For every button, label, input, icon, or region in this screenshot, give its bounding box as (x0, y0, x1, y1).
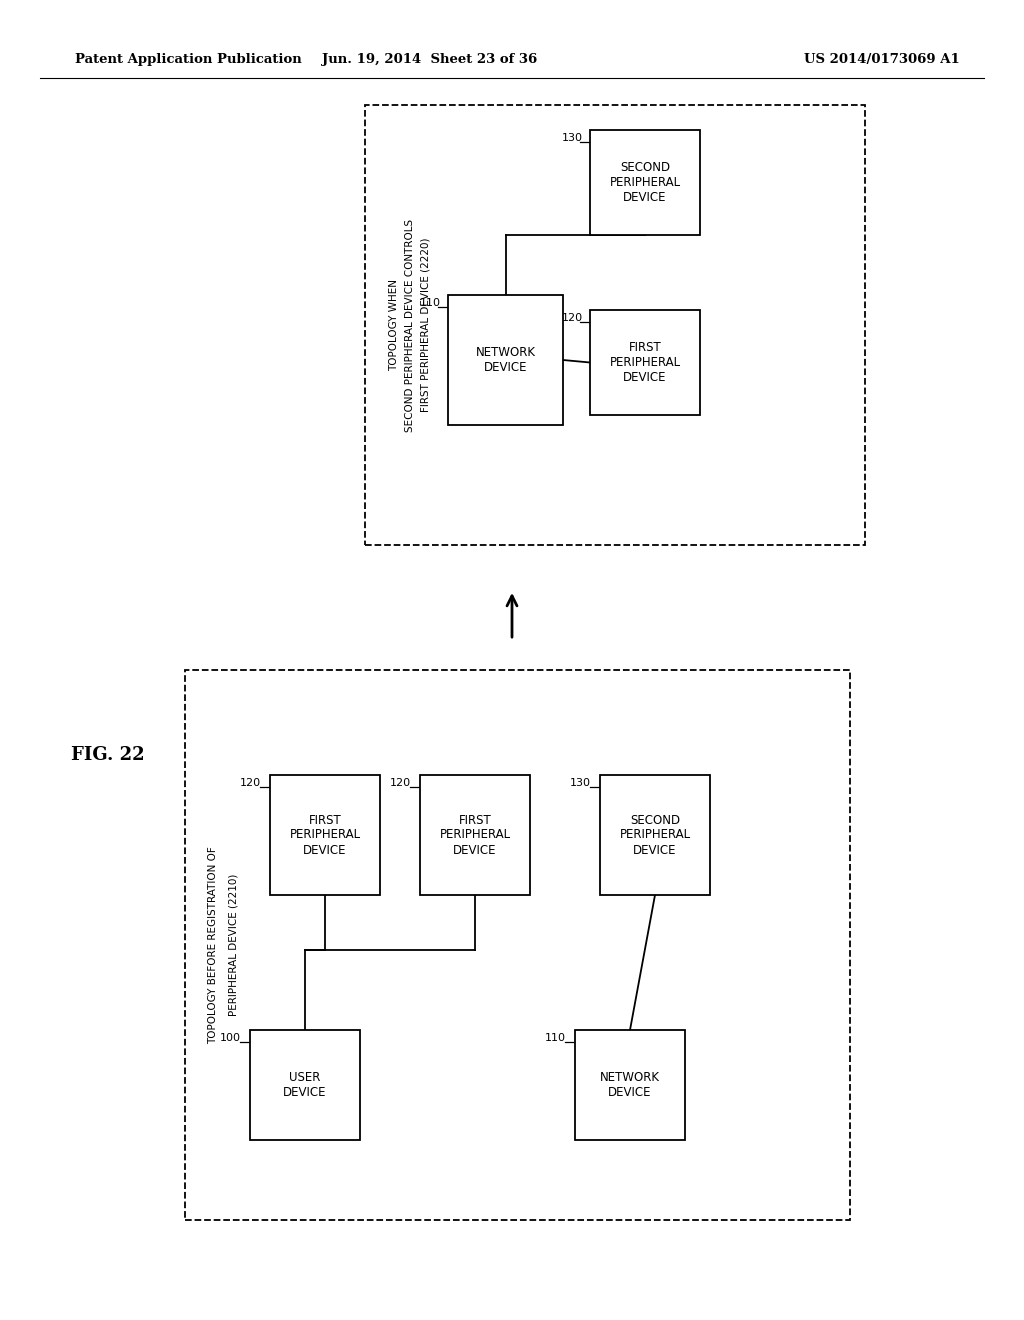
Bar (449, 294, 563, 425)
Bar (420, 775, 530, 895)
Text: US 2014/0173069 A1: US 2014/0173069 A1 (804, 54, 961, 66)
Bar (590, 129, 700, 235)
Text: 110: 110 (420, 298, 441, 308)
Text: 100: 100 (220, 1034, 241, 1043)
Bar (575, 1030, 685, 1140)
Text: FIRST
PERIPHERAL
DEVICE: FIRST PERIPHERAL DEVICE (290, 813, 360, 857)
Text: FIRST PERIPHERAL DEVICE (2220): FIRST PERIPHERAL DEVICE (2220) (421, 238, 431, 412)
Bar (185, 671, 850, 1220)
Text: NETWORK
DEVICE: NETWORK DEVICE (600, 1071, 660, 1100)
Text: 130: 130 (562, 133, 583, 143)
Bar (250, 1030, 360, 1140)
Bar (600, 775, 710, 895)
Text: Patent Application Publication: Patent Application Publication (75, 54, 302, 66)
Text: TOPOLOGY WHEN: TOPOLOGY WHEN (389, 279, 399, 371)
Bar (270, 775, 380, 895)
Text: 130: 130 (570, 777, 591, 788)
Bar (365, 106, 865, 545)
Text: TOPOLOGY BEFORE REGISTRATION OF: TOPOLOGY BEFORE REGISTRATION OF (208, 846, 218, 1044)
Text: FIG. 22: FIG. 22 (72, 746, 144, 764)
Text: Jun. 19, 2014  Sheet 23 of 36: Jun. 19, 2014 Sheet 23 of 36 (323, 54, 538, 66)
Text: SECOND
PERIPHERAL
DEVICE: SECOND PERIPHERAL DEVICE (609, 161, 681, 205)
Text: NETWORK
DEVICE: NETWORK DEVICE (475, 346, 536, 374)
Text: FIRST
PERIPHERAL
DEVICE: FIRST PERIPHERAL DEVICE (439, 813, 511, 857)
Text: 110: 110 (545, 1034, 566, 1043)
Text: SECOND
PERIPHERAL
DEVICE: SECOND PERIPHERAL DEVICE (620, 813, 690, 857)
Text: 120: 120 (562, 313, 583, 323)
Text: 120: 120 (390, 777, 411, 788)
Text: USER
DEVICE: USER DEVICE (284, 1071, 327, 1100)
Text: SECOND PERIPHERAL DEVICE CONTROLS: SECOND PERIPHERAL DEVICE CONTROLS (406, 218, 415, 432)
Text: 120: 120 (240, 777, 261, 788)
Text: PERIPHERAL DEVICE (2210): PERIPHERAL DEVICE (2210) (228, 874, 238, 1016)
Bar (590, 310, 700, 414)
Text: FIRST
PERIPHERAL
DEVICE: FIRST PERIPHERAL DEVICE (609, 341, 681, 384)
